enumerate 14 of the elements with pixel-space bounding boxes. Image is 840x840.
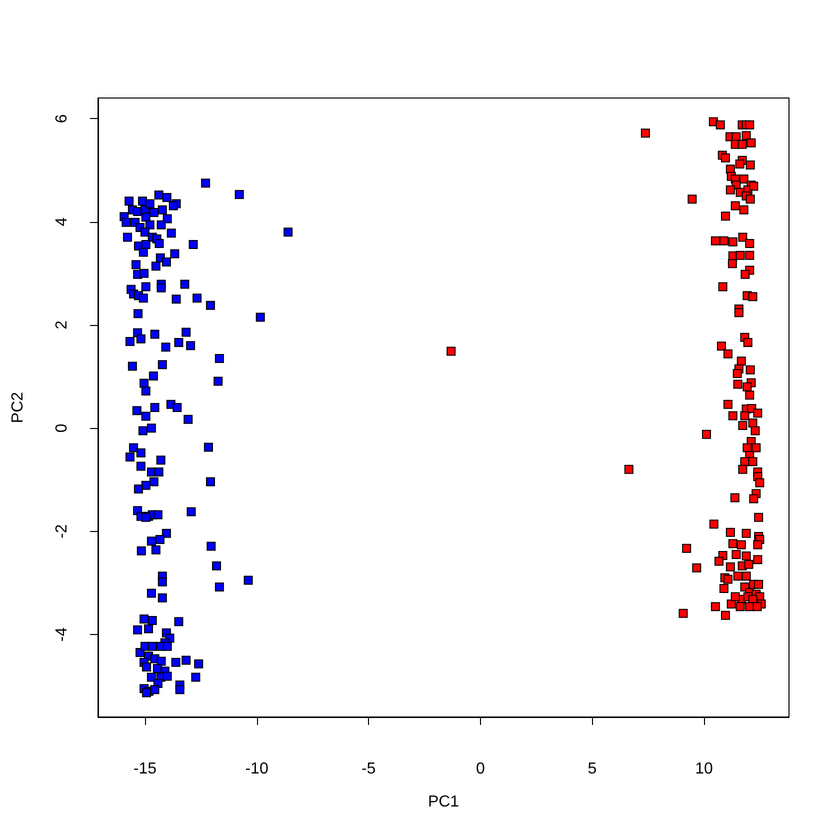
x-axis-title: PC1 bbox=[428, 794, 460, 810]
y-axis-title: PC2 bbox=[10, 392, 26, 424]
x-tick-label: 0 bbox=[476, 760, 485, 778]
x-tick-label: -10 bbox=[245, 760, 268, 778]
y-tick-label: -4 bbox=[54, 627, 70, 642]
x-tick-label: 5 bbox=[588, 760, 597, 778]
y-tick-label: -2 bbox=[54, 524, 70, 538]
y-tick-label: 4 bbox=[54, 217, 70, 226]
y-tick-label: 6 bbox=[54, 114, 70, 124]
x-tick-label: -15 bbox=[133, 760, 157, 778]
y-tick-label: 2 bbox=[54, 320, 70, 330]
x-tick-label: 10 bbox=[695, 760, 714, 778]
x-tick-label: -5 bbox=[361, 760, 376, 778]
y-tick-label: 0 bbox=[54, 424, 70, 433]
